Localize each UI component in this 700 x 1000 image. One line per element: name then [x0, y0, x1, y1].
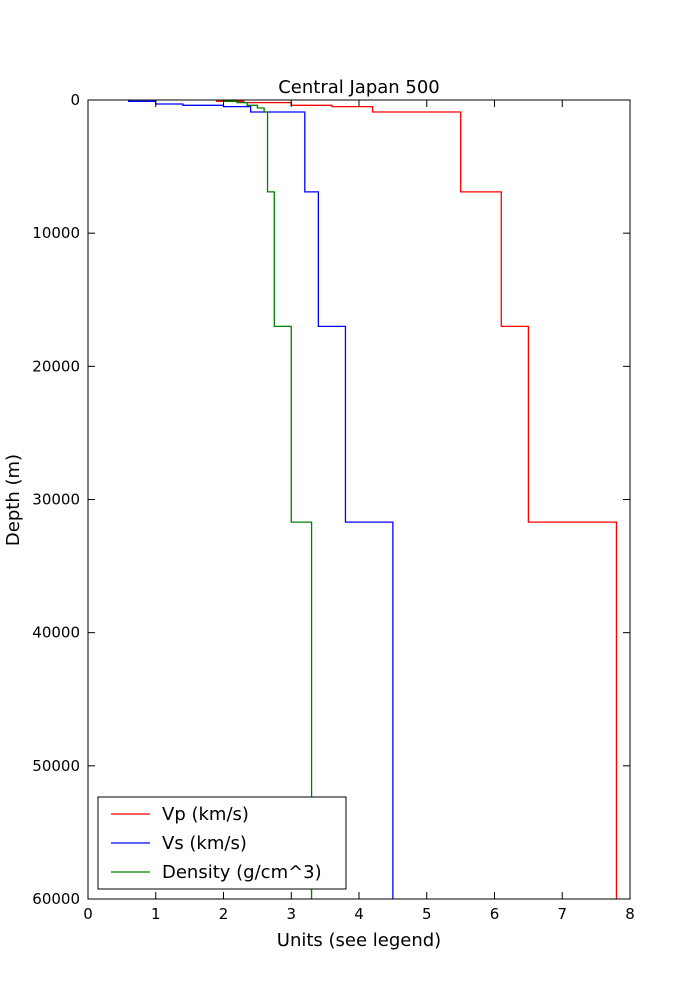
y-tick-label: 50000 — [32, 757, 80, 775]
y-tick-label: 40000 — [32, 624, 80, 642]
x-axis-label: Units (see legend) — [277, 930, 441, 951]
legend: Vp (km/s) Vs (km/s) Density (g/cm^3) — [97, 796, 347, 890]
y-tick-label: 10000 — [32, 224, 80, 242]
y-tick-label: 60000 — [32, 890, 80, 908]
x-tick-label: 7 — [557, 905, 567, 923]
y-tick-label: 20000 — [32, 357, 80, 375]
legend-entry-2: Density (g/cm^3) — [162, 862, 322, 883]
series-line-2 — [222, 100, 313, 899]
x-tick-label: 4 — [354, 905, 364, 923]
x-tick-label: 3 — [286, 905, 296, 923]
x-tick-label: 0 — [83, 905, 93, 923]
x-tick-label: 1 — [151, 905, 161, 923]
legend-entry-1: Vs (km/s) — [162, 833, 247, 854]
axes: 0 1 2 3 4 5 6 7 8 0 10000 20000 30000 40000 50000 60000 — [32, 91, 634, 923]
y-axis-label: Depth (m) — [3, 454, 24, 546]
x-tick-label: 2 — [219, 905, 229, 923]
y-tick-label: 0 — [70, 91, 80, 109]
legend-entry-0: Vp (km/s) — [162, 804, 249, 825]
x-tick-label: 6 — [490, 905, 500, 923]
x-tick-label: 8 — [625, 905, 635, 923]
y-tick-label: 30000 — [32, 491, 80, 509]
chart-title: Central Japan 500 — [278, 77, 440, 98]
x-tick-label: 5 — [422, 905, 432, 923]
